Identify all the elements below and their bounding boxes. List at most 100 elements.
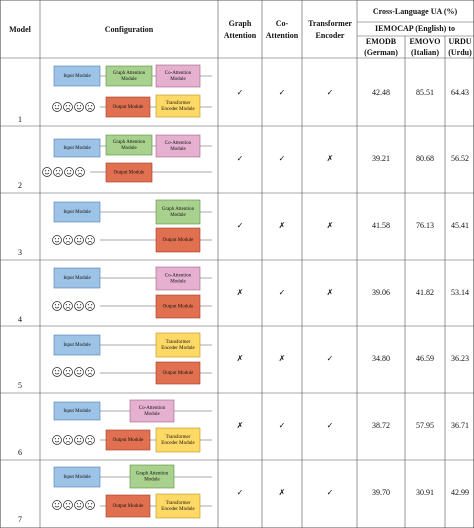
module-label: Module xyxy=(170,280,186,285)
model-number: 1 xyxy=(18,115,22,124)
module-label: Module xyxy=(121,146,137,151)
face-eye xyxy=(54,503,57,505)
module-box xyxy=(155,94,201,118)
module-label: Module xyxy=(121,77,137,82)
table-cell: 53.14 xyxy=(451,288,469,297)
module-box xyxy=(155,266,201,291)
table-cell: ✓ xyxy=(327,88,334,97)
model-number: 6 xyxy=(18,448,22,457)
face-icon xyxy=(53,167,63,177)
face-icon xyxy=(85,235,95,245)
face-eye xyxy=(91,503,93,505)
face-eye xyxy=(48,170,50,172)
face-icon xyxy=(85,367,95,377)
table-cell: 76.13 xyxy=(416,221,434,230)
face-icon xyxy=(52,102,62,112)
face-eye xyxy=(55,170,58,172)
face-mouth xyxy=(44,172,50,175)
module-label: Input Module xyxy=(63,146,91,151)
module-label: Input Module xyxy=(63,74,91,79)
face-eye xyxy=(87,304,89,306)
table-cell: ✗ xyxy=(237,288,244,297)
module-label: Transformer xyxy=(166,501,191,506)
module-box xyxy=(105,65,153,87)
table-cell: 85.51 xyxy=(416,88,434,97)
face-icon xyxy=(85,102,95,112)
face-icon xyxy=(52,301,62,311)
face-mouth xyxy=(87,241,93,243)
module-box xyxy=(155,227,201,253)
module-label: Transformer xyxy=(166,435,191,440)
face-eye xyxy=(65,238,67,240)
table-cell: 42.48 xyxy=(372,88,390,97)
face-eye xyxy=(91,304,93,306)
module-label: Input Module xyxy=(63,475,91,480)
table-cell: ✓ xyxy=(327,354,334,363)
face-eye xyxy=(76,438,78,440)
face-eye xyxy=(87,503,89,505)
table-cell: ✗ xyxy=(327,221,334,230)
module-box xyxy=(53,65,101,87)
module-label: Graph Attention xyxy=(113,140,146,145)
module-label: Output Module xyxy=(113,105,144,110)
face-mouth xyxy=(65,373,71,375)
module-label: Module xyxy=(170,77,186,82)
face-icon xyxy=(63,367,73,377)
face-mouth xyxy=(65,506,71,508)
face-icon xyxy=(74,500,84,510)
face-mouth xyxy=(76,107,82,110)
header-cell: URDU xyxy=(448,37,471,46)
face-mouth xyxy=(55,173,61,175)
table-cell: 41.58 xyxy=(372,221,390,230)
module-box xyxy=(155,427,201,453)
face-eye xyxy=(58,238,60,240)
face-eye xyxy=(77,170,79,172)
table-cell: 42.99 xyxy=(451,488,469,497)
face-mouth xyxy=(54,505,60,508)
table-cell: ✗ xyxy=(327,154,334,163)
module-label: Module xyxy=(144,478,160,483)
face-mouth xyxy=(65,108,71,110)
face-mouth xyxy=(76,505,82,508)
face-eye xyxy=(76,304,78,306)
face-icon xyxy=(74,435,84,445)
face-eye xyxy=(69,503,71,505)
module-box xyxy=(105,134,153,156)
face-eye xyxy=(76,105,78,107)
face-eye xyxy=(65,503,67,505)
face-icon xyxy=(52,235,62,245)
face-icon xyxy=(64,167,74,177)
face-mouth xyxy=(76,372,82,375)
table-cell: ✓ xyxy=(279,288,286,297)
module-label: Input Module xyxy=(63,276,91,281)
face-icon xyxy=(52,500,62,510)
header-cell: (Urdu) xyxy=(448,48,472,57)
face-eye xyxy=(54,370,57,372)
module-label: Co-Attention xyxy=(139,406,166,411)
module-label: Graph Attention xyxy=(136,472,169,477)
face-eye xyxy=(69,238,71,240)
header-cell: (Italian) xyxy=(411,48,439,57)
table-cell: ✗ xyxy=(327,288,334,297)
module-box xyxy=(129,399,175,423)
table-cell: 41.82 xyxy=(416,288,434,297)
module-box xyxy=(53,201,101,223)
module-box xyxy=(155,493,201,519)
module-box xyxy=(155,134,201,158)
module-label: Output Module xyxy=(113,504,144,509)
module-box xyxy=(155,332,201,358)
table-cell: 30.91 xyxy=(416,488,434,497)
face-eye xyxy=(54,304,57,306)
face-mouth xyxy=(65,307,71,309)
face-icon xyxy=(74,301,84,311)
module-box xyxy=(105,494,151,518)
face-eye xyxy=(76,503,78,505)
face-eye xyxy=(80,238,82,240)
module-box xyxy=(53,334,101,356)
face-eye xyxy=(80,438,82,440)
table-cell: 56.52 xyxy=(451,154,469,163)
table-cell: 39.70 xyxy=(372,488,390,497)
face-mouth xyxy=(65,441,71,443)
face-eye xyxy=(80,503,82,505)
header-cell: Attention xyxy=(224,31,257,40)
